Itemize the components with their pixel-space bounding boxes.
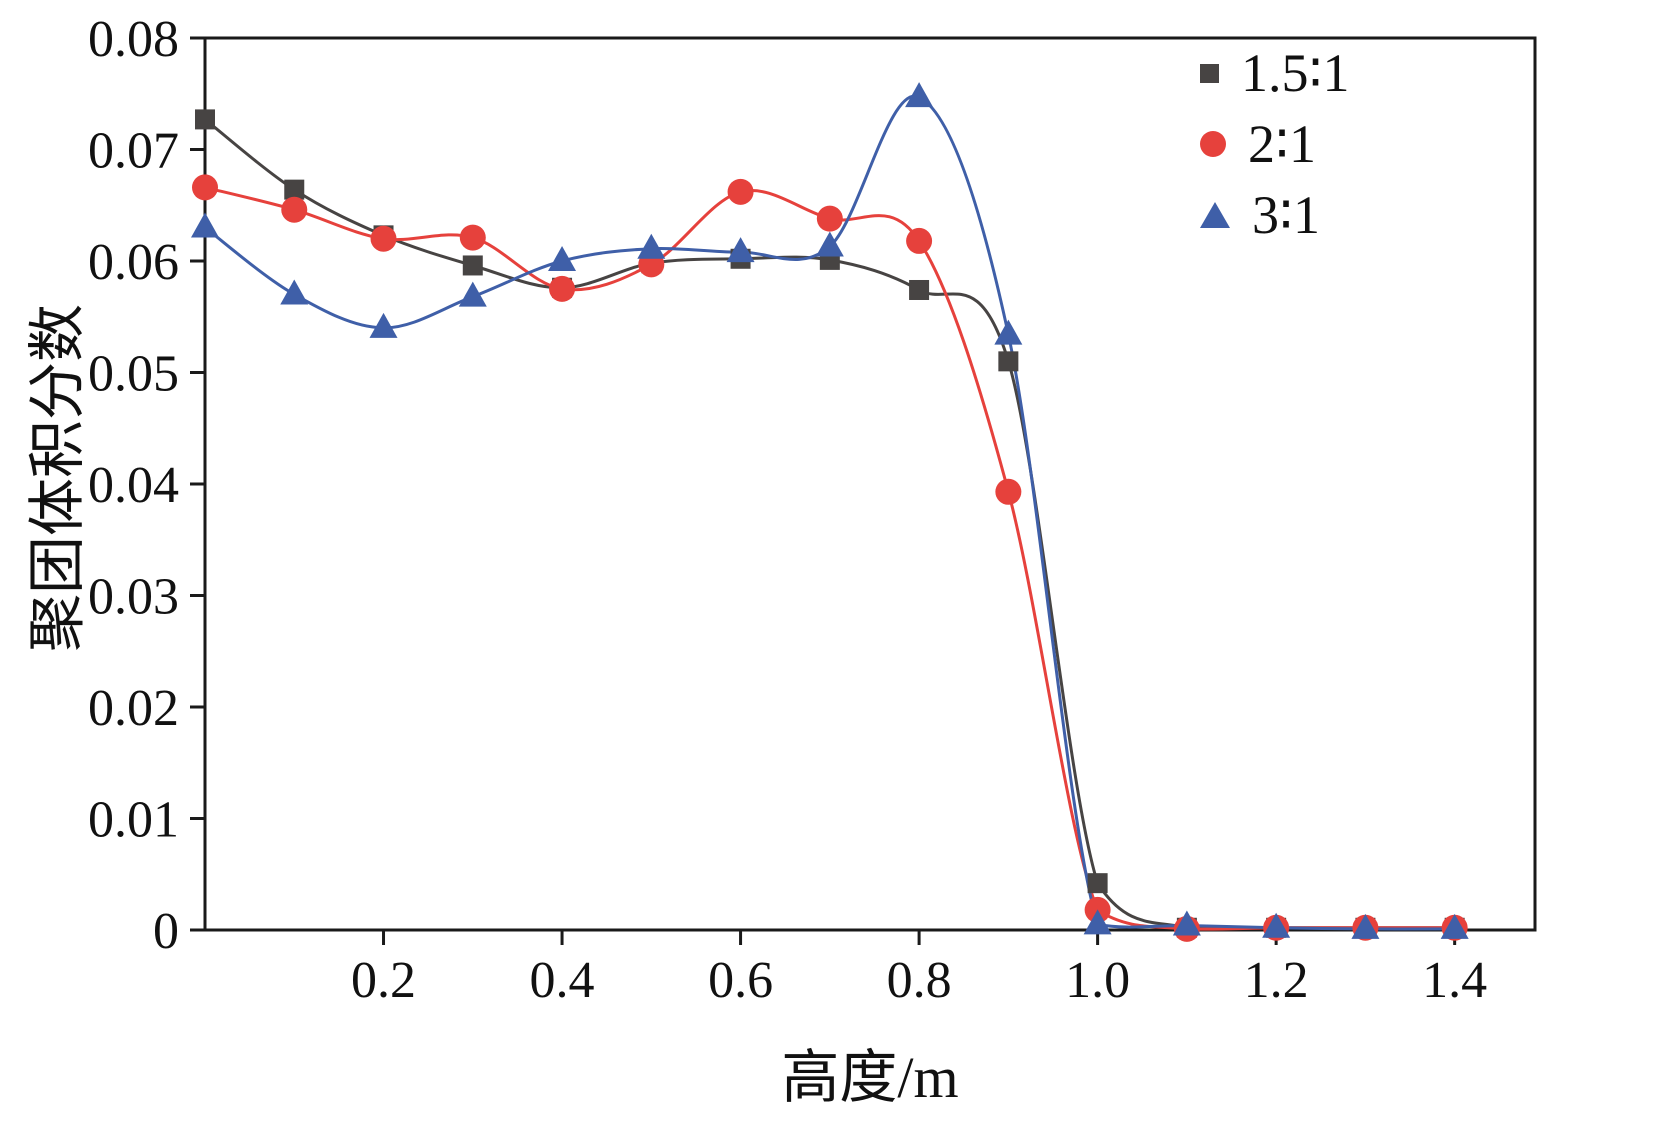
circle-marker-icon — [549, 275, 576, 302]
triangle-marker-icon — [1440, 913, 1469, 939]
x-tick-label: 1.4 — [1422, 952, 1487, 1009]
y-tick-label: 0.01 — [88, 792, 179, 849]
y-tick-label: 0.08 — [88, 11, 179, 68]
legend-item-2-1: 2∶1 — [1200, 115, 1350, 173]
square-marker-icon — [909, 279, 930, 300]
x-tick-label: 0.2 — [351, 952, 416, 1009]
triangle-marker-icon — [191, 212, 219, 238]
triangle-marker-icon — [1262, 912, 1291, 938]
triangle-marker-icon — [1351, 913, 1380, 939]
x-tick-label: 1.0 — [1065, 952, 1130, 1009]
x-tick-label: 0.4 — [530, 952, 595, 1009]
square-marker-icon — [1200, 63, 1219, 83]
y-tick-label: 0.02 — [88, 680, 179, 737]
y-tick-label: 0.07 — [88, 123, 179, 180]
circle-marker-icon — [459, 224, 486, 251]
x-tick-label: 0.8 — [887, 952, 952, 1009]
series-line-circle — [203, 185, 1457, 931]
legend-label: 3∶1 — [1252, 185, 1321, 245]
y-tick-label: 0.06 — [88, 234, 179, 291]
x-axis-title: 高度/m — [781, 1045, 959, 1110]
x-tick-label: 0.6 — [708, 952, 773, 1009]
square-marker-icon — [195, 109, 215, 130]
triangle-marker-icon — [905, 82, 934, 108]
circle-marker-icon — [1200, 131, 1226, 157]
triangle-marker-icon — [637, 233, 666, 259]
legend-item-3-1: 3∶1 — [1200, 186, 1350, 244]
circle-marker-icon — [281, 196, 308, 223]
triangle-marker-icon — [1200, 202, 1230, 228]
triangle-marker-icon — [1083, 909, 1112, 935]
y-tick-label: 0.05 — [88, 346, 179, 403]
circle-marker-icon — [192, 174, 218, 201]
triangle-marker-icon — [726, 237, 755, 263]
square-marker-icon — [998, 351, 1019, 372]
legend-label: 2∶1 — [1248, 114, 1317, 174]
y-axis-title: 聚团体积分数 — [25, 303, 90, 653]
triangle-marker-icon — [815, 231, 844, 257]
series-line-triangle — [203, 94, 1457, 931]
x-tick-label: 1.2 — [1244, 952, 1309, 1009]
legend-label: 1.5∶1 — [1241, 43, 1350, 103]
triangle-marker-icon — [994, 319, 1023, 345]
chart-legend: 1.5∶1 2∶1 3∶1 — [1200, 44, 1350, 257]
triangle-marker-icon — [280, 279, 309, 305]
square-marker-icon — [462, 255, 483, 276]
triangle-marker-icon — [548, 246, 577, 271]
circle-marker-icon — [727, 178, 754, 205]
triangle-marker-icon — [369, 312, 398, 338]
circle-marker-icon — [816, 205, 843, 232]
y-tick-label: 0.04 — [88, 457, 179, 514]
circle-marker-icon — [995, 478, 1022, 505]
y-tick-label: 0.03 — [88, 569, 179, 626]
square-marker-icon — [284, 179, 305, 200]
triangle-marker-icon — [458, 281, 487, 307]
y-tick-label: 0 — [153, 903, 179, 960]
circle-marker-icon — [370, 225, 397, 252]
circle-marker-icon — [906, 227, 933, 254]
legend-item-1_5-1: 1.5∶1 — [1200, 44, 1350, 102]
square-marker-icon — [1087, 873, 1108, 894]
triangle-marker-icon — [1172, 910, 1201, 936]
